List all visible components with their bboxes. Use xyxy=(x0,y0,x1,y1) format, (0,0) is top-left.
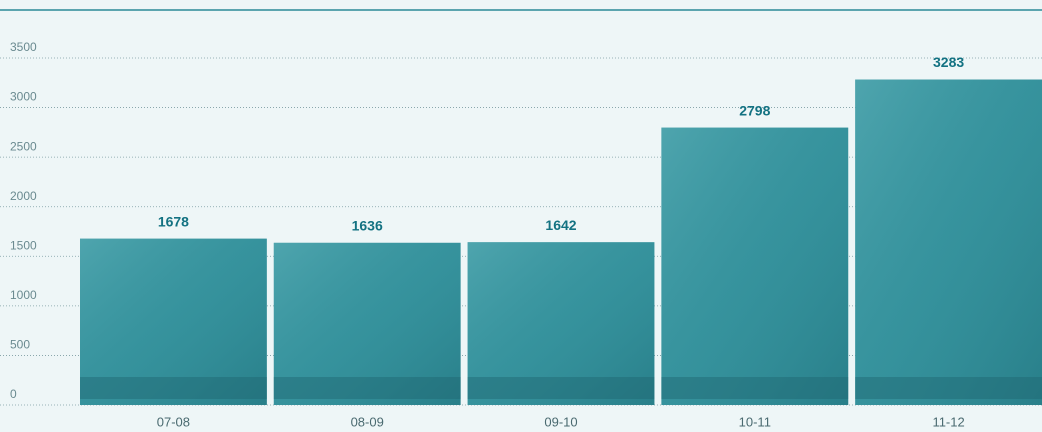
value-label: 1636 xyxy=(352,218,383,234)
bar-texture xyxy=(273,242,461,405)
y-tick-label: 1500 xyxy=(10,238,37,252)
y-tick-label: 3500 xyxy=(10,40,37,54)
value-label: 1678 xyxy=(158,213,189,229)
value-label: 3283 xyxy=(933,54,964,70)
bar-stripe xyxy=(80,377,267,399)
x-tick-label: 11-12 xyxy=(932,414,964,429)
x-tick-label: 07-08 xyxy=(157,414,190,429)
bar-stripe xyxy=(855,377,1042,399)
y-tick-label: 2500 xyxy=(10,139,37,153)
y-tick-label: 1000 xyxy=(10,288,37,302)
y-tick-label: 2000 xyxy=(10,189,37,203)
bar-texture xyxy=(80,238,267,405)
y-tick-label: 0 xyxy=(10,387,17,401)
bar-texture xyxy=(661,127,849,405)
value-label: 1642 xyxy=(545,217,576,233)
bar-texture xyxy=(855,79,1042,405)
y-tick-label: 500 xyxy=(10,338,30,352)
x-tick-label: 10-11 xyxy=(739,414,771,429)
bar-stripe xyxy=(467,377,655,399)
bar-texture xyxy=(467,242,655,405)
bar-stripe xyxy=(273,377,461,399)
x-tick-label: 08-09 xyxy=(351,414,384,429)
x-tick-label: 09-10 xyxy=(544,414,577,429)
y-tick-label: 3000 xyxy=(10,90,37,104)
value-label: 2798 xyxy=(739,102,770,118)
bar-stripe xyxy=(661,377,849,399)
